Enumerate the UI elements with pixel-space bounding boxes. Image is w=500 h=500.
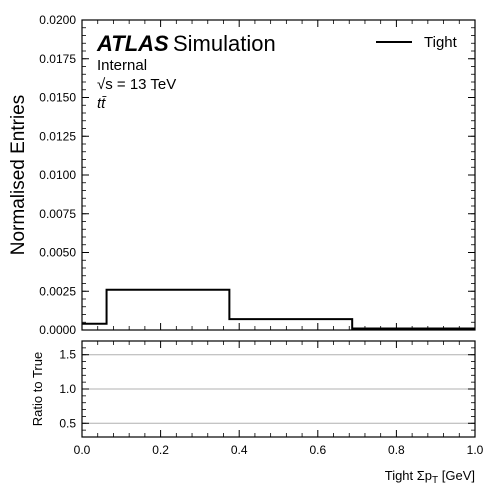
ratio-panel: 0.5 1.0 1.5 0.0 0.2 0.4 0.6 0.8 1.0 Ratio to Tr…	[30, 340, 484, 486]
ratio-y-tick-label: 0.5	[59, 416, 76, 430]
internal-label: Internal	[97, 57, 147, 74]
ratio-y-tick-label: 1.5	[59, 348, 76, 362]
main-y-tick-label: 0.0150	[39, 91, 76, 105]
ratio-x-tick-label: 0.8	[388, 443, 405, 457]
simulation-label: Simulation	[173, 31, 276, 56]
main-y-tick-label: 0.0125	[39, 129, 76, 143]
ratio-x-tick-label: 1.0	[467, 443, 484, 457]
ratio-x-tick-label: 0.2	[152, 443, 169, 457]
ratio-grid	[82, 354, 475, 424]
x-axis-label-main: Tight Σp	[385, 468, 432, 483]
main-y-tick-label: 0.0075	[39, 207, 76, 221]
ratio-y-tick-label: 1.0	[59, 382, 76, 396]
ratio-x-tick-label: 0.4	[231, 443, 248, 457]
ratio-x-ticks: 0.0 0.2 0.4 0.6 0.8 1.0	[74, 341, 484, 457]
main-y-tick-label: 0.0175	[39, 52, 76, 66]
main-y-tick-label: 0.0000	[39, 323, 76, 337]
tight-histogram-line	[82, 288, 475, 330]
main-y-tick-label: 0.0050	[39, 246, 76, 260]
ratio-y-axis-label: Ratio to True	[30, 352, 45, 426]
ratio-x-tick-label: 0.0	[74, 443, 91, 457]
main-panel: 0.0000 0.0025 0.0050 0.0075 0.0100 0.0125 0.01…	[8, 13, 476, 337]
main-x-ticks	[81, 20, 476, 330]
x-axis-label-unit: [GeV]	[438, 468, 475, 483]
atlas-label: ATLAS	[96, 31, 169, 56]
ratio-x-tick-label: 0.6	[309, 443, 326, 457]
legend: Tight	[376, 34, 458, 51]
legend-label-tight: Tight	[424, 34, 458, 51]
x-axis-label-subscript: T	[432, 475, 438, 486]
process-label: tt̄	[97, 95, 107, 112]
main-y-tick-label: 0.0100	[39, 168, 76, 182]
main-y-tick-label: 0.0025	[39, 284, 76, 298]
main-y-ticks: 0.0000 0.0025 0.0050 0.0075 0.0100 0.0125 0.01…	[39, 13, 475, 337]
main-y-tick-label: 0.0200	[39, 13, 76, 27]
x-axis-label: Tight ΣpT [GeV]	[385, 468, 475, 486]
energy-label: √s = 13 TeV	[97, 76, 176, 93]
main-y-axis-label: Normalised Entries	[8, 95, 29, 256]
ratio-y-ticks: 0.5 1.0 1.5	[59, 340, 475, 438]
